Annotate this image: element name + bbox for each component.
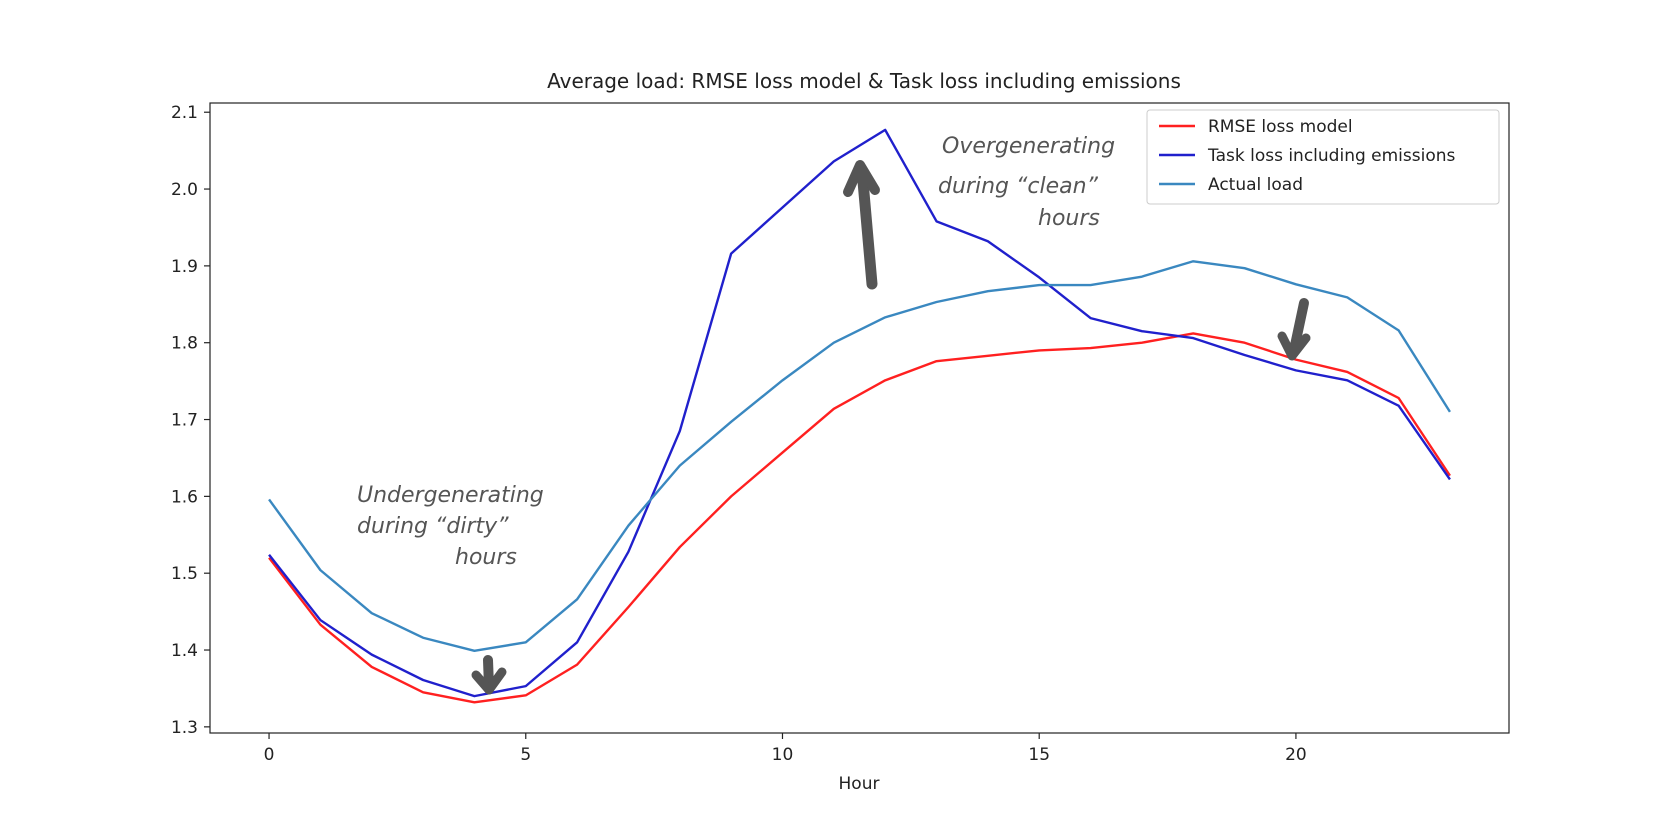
y-tick-label: 1.4 [171, 641, 198, 661]
annotation-undergenerating-line-3: hours [455, 545, 517, 570]
y-tick-label: 1.6 [171, 487, 198, 507]
x-tick-label: 0 [264, 745, 275, 765]
plot-frame [209, 102, 1510, 734]
annotation-undergenerating-line-2: during “dirty” [357, 514, 509, 539]
x-axis: 0 5 10 15 20 [264, 733, 1307, 765]
x-axis-label: Hour [839, 774, 880, 794]
y-tick-label: 1.7 [171, 411, 198, 431]
down-left-arrow-icon [1277, 298, 1311, 361]
annotation-overgenerating-line-1: Overgenerating [942, 134, 1115, 159]
x-tick-label: 15 [1028, 745, 1050, 765]
y-tick-label: 1.5 [171, 564, 198, 584]
annotation-overgenerating: Overgenerating during “clean” hours [938, 134, 1115, 231]
series-lines [268, 128, 1451, 704]
annotation-undergenerating-line-1: Undergenerating [357, 483, 544, 508]
x-tick-label: 5 [520, 745, 531, 765]
y-tick-label: 1.8 [171, 334, 198, 354]
down-arrow-icon [471, 655, 507, 695]
rmse-loss-model-line [268, 332, 1451, 704]
annotation-overgenerating-line-2: during “clean” [938, 174, 1099, 199]
y-tick-label: 1.3 [171, 718, 198, 738]
y-tick-label: 1.9 [171, 257, 198, 277]
up-arrow-icon [843, 160, 880, 290]
y-axis: 1.3 1.4 1.5 1.6 1.7 1.8 1.9 2.0 2.1 [171, 103, 210, 738]
legend: RMSE loss model Task loss including emis… [1146, 109, 1500, 205]
y-tick-label: 2.0 [171, 180, 198, 200]
legend-label-task: Task loss including emissions [1207, 146, 1456, 166]
actual-load-line [268, 260, 1451, 652]
annotation-undergenerating: Undergenerating during “dirty” hours [357, 483, 544, 570]
x-tick-label: 10 [772, 745, 794, 765]
x-tick-label: 20 [1285, 745, 1307, 765]
chart-title: Average load: RMSE loss model & Task los… [547, 69, 1181, 93]
legend-label-actual: Actual load [1208, 175, 1303, 195]
legend-box [1146, 109, 1500, 205]
legend-label-rmse: RMSE loss model [1208, 117, 1353, 137]
y-tick-label: 2.1 [171, 103, 198, 123]
annotation-overgenerating-line-3: hours [1038, 206, 1100, 231]
task-loss-including-emissions-line [268, 128, 1451, 698]
